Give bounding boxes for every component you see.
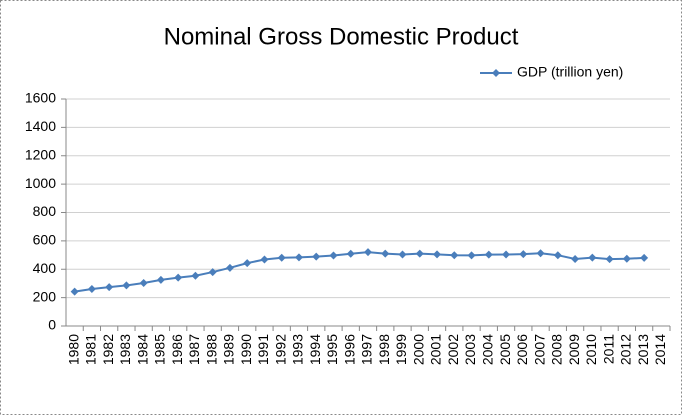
- data-point: [294, 253, 303, 262]
- legend-marker: [492, 69, 500, 77]
- data-point: [277, 253, 286, 262]
- x-tick-label: 1999: [393, 334, 409, 365]
- x-tick-label: 2007: [531, 334, 547, 365]
- x-tick-label: 1986: [169, 334, 185, 365]
- x-tick-label: 2014: [652, 334, 668, 365]
- data-point: [243, 259, 252, 268]
- x-tick-label: 1988: [203, 334, 219, 365]
- x-tick-label: 2004: [480, 334, 496, 365]
- data-point: [329, 251, 338, 260]
- x-tick-label: 2002: [445, 334, 461, 365]
- data-point: [502, 250, 511, 259]
- data-point: [122, 281, 131, 290]
- x-tick-label: 1989: [221, 334, 237, 365]
- x-tick-label: 1993: [290, 334, 306, 365]
- x-tick-label: 1994: [307, 334, 323, 365]
- data-point: [139, 279, 148, 288]
- x-tick-label: 2005: [497, 334, 513, 365]
- x-tick-label: 2001: [428, 334, 444, 365]
- data-point: [87, 284, 96, 293]
- x-tick-label: 1981: [83, 334, 99, 365]
- x-tick-label: 2012: [618, 334, 634, 365]
- x-tick-label: 1983: [117, 334, 133, 365]
- x-tick-label: 1984: [134, 334, 150, 365]
- data-point: [640, 253, 649, 262]
- x-tick-label: 1980: [65, 334, 81, 365]
- y-tick-label: 0: [48, 317, 56, 333]
- x-tick-label: 1997: [359, 334, 375, 365]
- y-tick-label: 600: [33, 232, 57, 248]
- data-point: [450, 251, 459, 260]
- y-tick-label: 800: [33, 203, 57, 219]
- x-tick-label: 1985: [152, 334, 168, 365]
- x-tick-label: 2006: [514, 334, 530, 365]
- data-point: [484, 250, 493, 259]
- data-point: [70, 287, 79, 296]
- x-tick-label: 1995: [324, 334, 340, 365]
- data-point: [225, 263, 234, 272]
- data-point: [433, 250, 442, 259]
- data-point: [346, 249, 355, 258]
- data-point: [398, 250, 407, 259]
- data-point: [519, 250, 528, 259]
- data-point: [536, 249, 545, 258]
- data-point: [415, 249, 424, 258]
- chart-title: Nominal Gross Domestic Product: [164, 23, 519, 50]
- x-tick-label: 1990: [238, 334, 254, 365]
- data-point: [588, 253, 597, 262]
- data-point: [174, 273, 183, 282]
- data-point: [105, 283, 114, 292]
- data-point: [364, 248, 372, 257]
- y-tick-label: 1400: [25, 118, 56, 134]
- x-tick-label: 1992: [272, 334, 288, 365]
- data-point: [605, 255, 614, 264]
- data-point: [553, 251, 562, 260]
- x-tick-label: 1998: [376, 334, 392, 365]
- data-point: [208, 268, 217, 277]
- x-tick-label: 2009: [566, 334, 582, 365]
- data-point: [191, 271, 200, 280]
- data-point: [622, 254, 631, 263]
- y-tick-label: 1000: [25, 175, 56, 191]
- series-line: [74, 251, 645, 293]
- x-tick-label: 2000: [410, 334, 426, 365]
- data-point: [467, 251, 476, 260]
- data-point: [571, 255, 580, 264]
- x-tick-label: 2008: [549, 334, 565, 365]
- x-tick-label: 1996: [341, 334, 357, 365]
- data-point: [156, 275, 165, 284]
- x-tick-label: 1991: [255, 334, 271, 365]
- x-tick-label: 1987: [186, 334, 202, 365]
- x-tick-label: 2011: [600, 334, 616, 364]
- legend-label: GDP (trillion yen): [517, 64, 623, 80]
- data-point: [260, 255, 269, 264]
- x-tick-label: 2013: [635, 334, 651, 365]
- data-point: [312, 252, 321, 261]
- y-tick-label: 1200: [25, 146, 56, 162]
- y-tick-label: 400: [33, 260, 57, 276]
- y-tick-label: 200: [33, 288, 57, 304]
- y-tick-label: 1600: [25, 90, 56, 106]
- data-point: [381, 249, 390, 258]
- x-tick-label: 2003: [462, 334, 478, 365]
- x-tick-label: 2010: [583, 334, 599, 365]
- x-tick-label: 1982: [100, 334, 116, 365]
